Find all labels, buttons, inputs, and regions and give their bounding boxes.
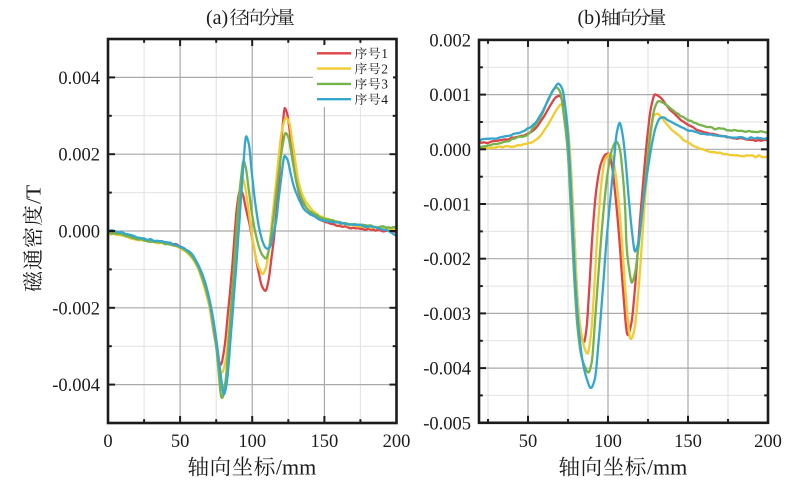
svg-text:4: 4 (381, 92, 388, 107)
svg-text:/T: /T (22, 185, 46, 204)
svg-text:/mm: /mm (647, 455, 687, 480)
svg-text:150: 150 (311, 432, 339, 452)
svg-text:-0.003: -0.003 (423, 305, 471, 325)
svg-text:-0.002: -0.002 (52, 299, 100, 319)
svg-text:2: 2 (381, 61, 388, 76)
svg-text:3: 3 (381, 77, 388, 92)
svg-text:(a): (a) (206, 7, 228, 29)
svg-text:0: 0 (103, 432, 112, 452)
svg-text:0.000: 0.000 (58, 223, 100, 243)
svg-text:200: 200 (383, 432, 411, 452)
svg-text:-0.001: -0.001 (423, 196, 471, 216)
svg-text:(b): (b) (578, 7, 601, 29)
svg-text:150: 150 (674, 432, 702, 452)
svg-text:50: 50 (519, 432, 538, 452)
svg-text:-0.004: -0.004 (52, 376, 100, 396)
svg-text:100: 100 (594, 432, 622, 452)
svg-text:200: 200 (754, 432, 782, 452)
svg-text:0.002: 0.002 (58, 146, 100, 166)
svg-text:100: 100 (238, 432, 266, 452)
svg-text:-0.004: -0.004 (423, 360, 471, 380)
svg-text:0.000: 0.000 (429, 141, 471, 161)
svg-text:1: 1 (381, 46, 388, 61)
svg-text:50: 50 (171, 432, 190, 452)
svg-text:0.002: 0.002 (429, 31, 471, 51)
svg-text:-0.005: -0.005 (423, 414, 471, 434)
svg-text:0.001: 0.001 (429, 86, 471, 106)
svg-text:0.004: 0.004 (58, 69, 100, 89)
svg-text:-0.002: -0.002 (423, 250, 471, 270)
svg-text:/mm: /mm (276, 455, 316, 480)
